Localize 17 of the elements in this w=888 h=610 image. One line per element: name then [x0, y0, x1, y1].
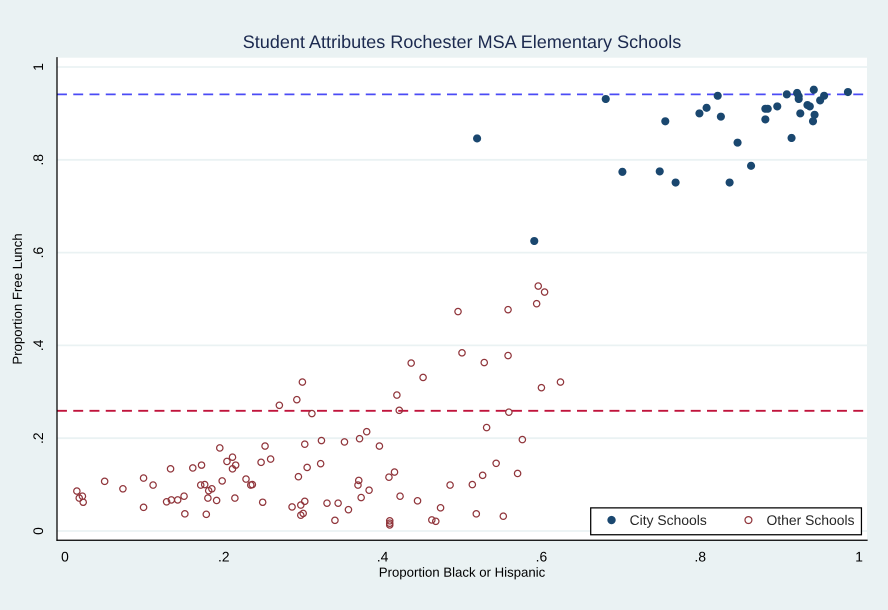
- x-axis-title: Proportion Black or Hispanic: [380, 567, 545, 580]
- y-tick-label: 0: [33, 528, 44, 534]
- legend-label: City Schools: [630, 514, 706, 528]
- x-tick-label: 0: [62, 552, 68, 562]
- x-tick-label: 1: [856, 552, 862, 562]
- y-tick-label: .2: [33, 433, 44, 443]
- y-tick-label: .6: [33, 247, 44, 258]
- legend-label: Other Schools: [767, 514, 854, 526]
- chart-title: Student Attributes Rochester MSA Elementary Schools: [244, 34, 681, 52]
- y-tick-label: .4: [33, 340, 44, 350]
- x-tick-label: .2: [219, 552, 229, 562]
- x-tick-label: .8: [696, 552, 706, 562]
- y-axis-title: Proportion Free Lunch: [12, 234, 25, 364]
- y-tick-label: .8: [33, 154, 44, 164]
- x-tick-label: .4: [378, 552, 388, 562]
- x-tick-label: .6: [536, 552, 547, 562]
- y-tick-label: 1: [33, 64, 44, 70]
